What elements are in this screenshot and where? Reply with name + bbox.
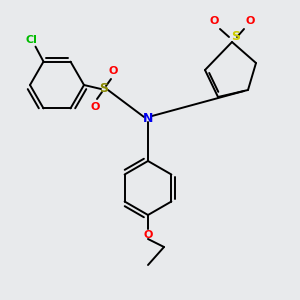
Text: S: S — [100, 82, 109, 95]
Text: O: O — [143, 230, 153, 240]
Text: N: N — [143, 112, 153, 124]
Text: Cl: Cl — [26, 34, 38, 45]
Text: O: O — [108, 66, 118, 76]
Text: O: O — [90, 102, 100, 112]
Text: O: O — [209, 16, 219, 26]
Text: S: S — [232, 29, 241, 43]
Text: O: O — [245, 16, 255, 26]
